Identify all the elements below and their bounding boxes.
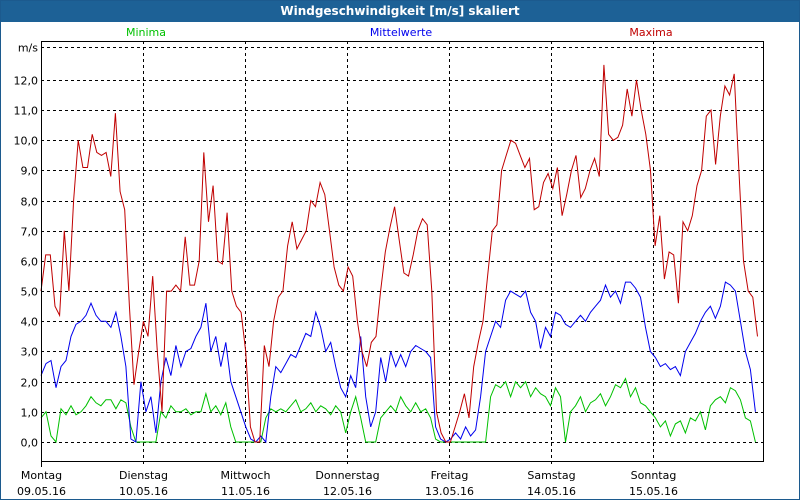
plot-frame xyxy=(41,41,764,462)
x-tick-date-label: 11.05.16 xyxy=(221,485,270,498)
x-tick-day-label: Dienstag xyxy=(119,469,168,482)
grid xyxy=(41,41,763,467)
series-lines xyxy=(40,64,758,444)
y-axis-unit-label: m/s xyxy=(18,42,38,55)
x-tick-day-label: Freitag xyxy=(431,469,469,482)
x-tick-day-label: Samstag xyxy=(527,469,575,482)
x-tick-day-label: Donnerstag xyxy=(315,469,379,482)
y-tick-label: 8,0 xyxy=(21,196,39,209)
y-tick-label: 12,0 xyxy=(14,75,39,88)
legend-item-maxima: Maxima xyxy=(629,26,672,39)
x-tick-day-label: Mittwoch xyxy=(221,469,271,482)
x-tick-date-label: 14.05.16 xyxy=(527,485,576,498)
y-tick-label: 11,0 xyxy=(14,105,39,118)
x-tick-date-label: 12.05.16 xyxy=(323,485,372,498)
x-tick-date-label: 13.05.16 xyxy=(425,485,474,498)
series-line-maxima xyxy=(40,64,758,443)
x-tick-date-label: 09.05.16 xyxy=(17,485,66,498)
y-tick-label: 9,0 xyxy=(21,165,39,178)
y-tick-label: 2,0 xyxy=(21,377,39,390)
y-tick-label: 6,0 xyxy=(21,256,39,269)
axes: 0,0 1,0 2,0 3,0 4,0 5,0 6,0 7,0 8,0 9,0 10,0 11,0 12… xyxy=(14,41,764,498)
window-title: Windgeschwindigkeit [m/s] skaliert xyxy=(1,1,799,22)
x-tick-day-label: Sonntag xyxy=(631,469,677,482)
y-tick-label: 1,0 xyxy=(21,407,39,420)
x-tick-day-label: Montag xyxy=(21,469,62,482)
y-tick-label: 10,0 xyxy=(14,135,39,148)
y-tick-label: 4,0 xyxy=(21,316,39,329)
series-line-mittelwerte xyxy=(40,281,756,444)
legend: Minima Mittelwerte Maxima xyxy=(126,26,673,39)
legend-item-minima: Minima xyxy=(126,26,166,39)
x-tick-date-label: 10.05.16 xyxy=(119,485,168,498)
x-tick-date-label: 15.05.16 xyxy=(629,485,678,498)
series-line-minima xyxy=(40,377,756,444)
y-tick-label: 3,0 xyxy=(21,346,39,359)
y-tick-label: 5,0 xyxy=(21,286,39,299)
y-tick-label: 0,0 xyxy=(21,437,39,450)
legend-item-mittelwerte: Mittelwerte xyxy=(370,26,433,39)
y-tick-label: 7,0 xyxy=(21,226,39,239)
